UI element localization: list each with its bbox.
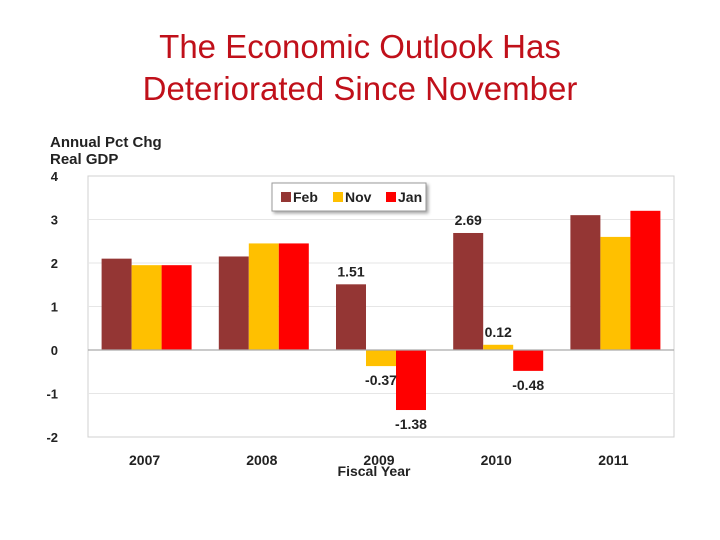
legend: Feb Nov Jan xyxy=(271,182,427,212)
bar-jan-2007 xyxy=(161,265,192,350)
legend-swatch-nov xyxy=(333,192,343,202)
bar-jan-2008 xyxy=(278,243,309,350)
bar-jan-2010 xyxy=(513,350,544,371)
x-tick-label: 2008 xyxy=(246,452,277,468)
bar-nov-2011 xyxy=(600,236,631,350)
data-label: -1.38 xyxy=(395,416,427,432)
data-label: -0.37 xyxy=(365,372,397,388)
x-tick-label: 2007 xyxy=(129,452,160,468)
y-tick-label: 0 xyxy=(51,343,58,358)
bar-nov-2009 xyxy=(366,350,396,367)
legend-swatch-feb xyxy=(281,192,291,202)
data-label: 0.12 xyxy=(485,324,512,340)
bar-jan-2009 xyxy=(396,350,426,411)
bar-feb-2008 xyxy=(218,256,249,350)
y-tick-label: 3 xyxy=(51,213,58,228)
data-label: -0.48 xyxy=(512,377,544,393)
bar-nov-2008 xyxy=(248,243,279,350)
y-tick-label: 4 xyxy=(51,169,59,184)
x-tick-label: 2009 xyxy=(363,452,394,468)
bar-feb-2009 xyxy=(336,284,366,350)
legend-label-feb: Feb xyxy=(293,189,318,205)
title-line-1: The Economic Outlook Has xyxy=(159,28,561,65)
y-tick-label: -1 xyxy=(46,387,58,402)
y-axis-label-line-2: Real GDP xyxy=(50,151,119,168)
y-tick-label: 1 xyxy=(51,300,58,315)
legend-label-nov: Nov xyxy=(345,189,372,205)
legend-swatch-jan xyxy=(386,192,396,202)
data-label: 2.69 xyxy=(455,212,482,228)
legend-box xyxy=(271,182,427,212)
x-axis-label: Fiscal Year xyxy=(338,463,411,479)
x-tick-label: 2010 xyxy=(481,452,512,468)
bar-feb-2007 xyxy=(101,258,132,350)
y-tick-label: 2 xyxy=(51,256,58,271)
data-label: 1.51 xyxy=(337,263,364,279)
bar-nov-2007 xyxy=(131,265,162,350)
legend-label-jan: Jan xyxy=(398,189,422,205)
title-line-2: Deteriorated Since November xyxy=(142,70,578,107)
y-tick-label: -2 xyxy=(46,430,58,445)
bar-nov-2010 xyxy=(483,344,514,350)
y-axis-label-line-1: Annual Pct Chg xyxy=(50,134,162,151)
slide-title: The Economic Outlook Has Deteriorated Si… xyxy=(0,26,720,110)
bar-feb-2011 xyxy=(570,215,601,350)
y-axis-label: Annual Pct Chg Real GDP xyxy=(50,134,162,168)
bar-jan-2011 xyxy=(630,210,661,350)
x-tick-label: 2011 xyxy=(598,452,629,468)
bar-feb-2010 xyxy=(453,232,484,350)
